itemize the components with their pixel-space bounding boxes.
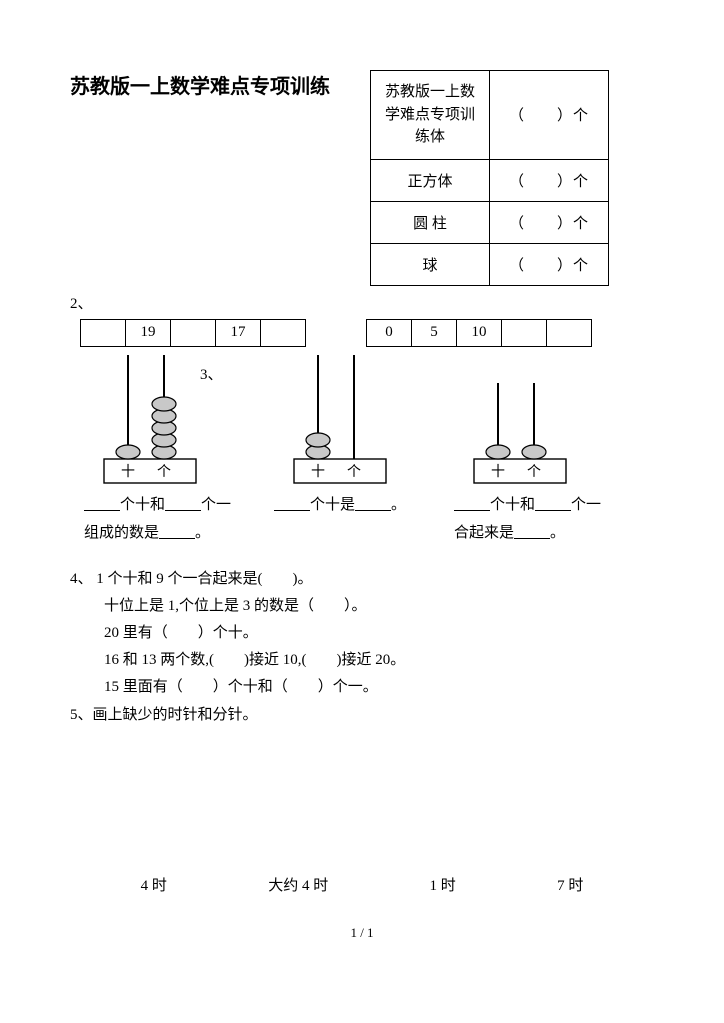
cell-count: （ ）个 bbox=[490, 243, 609, 285]
text: 合起来是 bbox=[454, 525, 514, 541]
cell-count: （ ）个 bbox=[490, 201, 609, 243]
cell-label: 苏教版一上数学难点专项训练体 bbox=[371, 71, 490, 160]
sequence-a: 19 17 bbox=[80, 319, 306, 347]
abacus-svg-c: 十个 bbox=[450, 375, 590, 487]
abacus-c: 十个 bbox=[450, 347, 620, 487]
fill-c: 个十和 个一 合起来是 。 bbox=[454, 491, 644, 548]
q4-l5: 15 里面有（ ）个十和（ ）个一。 bbox=[104, 674, 654, 701]
svg-text:个: 个 bbox=[347, 464, 361, 480]
blank bbox=[355, 495, 391, 511]
blank bbox=[535, 495, 571, 511]
seq-cell bbox=[81, 319, 126, 346]
fill-a: 个十和 个一 组成的数是 。 bbox=[84, 491, 274, 548]
q5: 5、画上缺少的时针和分针。 bbox=[70, 703, 654, 724]
q4: 4、 1 个十和 9 个一合起来是( )。 十位上是 1,个位上是 3 的数是（… bbox=[70, 566, 654, 701]
sequence-row: 19 17 0 5 10 bbox=[80, 319, 654, 347]
clock-label: 4 时 bbox=[141, 874, 167, 895]
blank bbox=[165, 495, 201, 511]
text: 个一 bbox=[201, 497, 231, 513]
text: 组成的数是 bbox=[84, 525, 159, 541]
seq-cell bbox=[547, 319, 592, 346]
clock-labels-row: 4 时 大约 4 时 1 时 7 时 bbox=[70, 874, 654, 895]
abacus-svg-b: 十个 bbox=[270, 347, 410, 487]
seq-cell: 5 bbox=[412, 319, 457, 346]
q4-l4: 16 和 13 两个数,( )接近 10,( )接近 20。 bbox=[104, 647, 654, 674]
table-row: 圆 柱 （ ）个 bbox=[371, 201, 609, 243]
table-row: 球 （ ）个 bbox=[371, 243, 609, 285]
clock-label: 大约 4 时 bbox=[268, 874, 328, 895]
blank bbox=[454, 495, 490, 511]
abacus-svg-a: 十个 bbox=[80, 347, 220, 487]
blank bbox=[84, 495, 120, 511]
seq-cell: 17 bbox=[216, 319, 261, 346]
cell-count: （ ）个 bbox=[490, 159, 609, 201]
blank bbox=[159, 523, 195, 539]
text: 个十是 bbox=[310, 497, 355, 513]
text: 个十和 bbox=[490, 497, 535, 513]
cell-label: 正方体 bbox=[371, 159, 490, 201]
svg-text:十: 十 bbox=[311, 464, 325, 480]
text: 。 bbox=[195, 525, 210, 541]
text: 。 bbox=[391, 497, 406, 513]
cell-label: 球 bbox=[371, 243, 490, 285]
clock-label: 1 时 bbox=[430, 874, 456, 895]
q3-label: 3、 bbox=[200, 363, 223, 384]
seq-cell bbox=[171, 319, 216, 346]
page-footer: 1 / 1 bbox=[70, 925, 654, 941]
q2-label: 2、 bbox=[70, 292, 654, 313]
table-row: 苏教版一上数学难点专项训练体 （ ）个 bbox=[371, 71, 609, 160]
abacus-row: 3、 十个 十个 十个 bbox=[80, 347, 654, 487]
fill-row: 个十和个一 组成的数是。 个十是。 个十和个一 合起来是。 bbox=[84, 491, 654, 548]
cell-count: （ ）个 bbox=[490, 71, 609, 160]
q4-l2: 十位上是 1,个位上是 3 的数是（ ）。 bbox=[104, 593, 654, 620]
page: 苏教版一上数学难点专项训练 苏教版一上数学难点专项训练体 （ ）个 正方体 （ … bbox=[0, 0, 724, 981]
cell-label: 圆 柱 bbox=[371, 201, 490, 243]
abacus-a: 3、 十个 bbox=[80, 347, 270, 487]
table-row: 正方体 （ ）个 bbox=[371, 159, 609, 201]
seq-cell: 0 bbox=[367, 319, 412, 346]
svg-text:十: 十 bbox=[121, 464, 135, 480]
svg-text:个: 个 bbox=[157, 464, 171, 480]
text: 个十和 bbox=[120, 497, 165, 513]
text: 。 bbox=[550, 525, 565, 541]
seq-cell: 10 bbox=[457, 319, 502, 346]
blank bbox=[274, 495, 310, 511]
svg-text:十: 十 bbox=[491, 464, 505, 480]
abacus-b: 十个 bbox=[270, 347, 450, 487]
seq-cell bbox=[502, 319, 547, 346]
clock-label: 7 时 bbox=[557, 874, 583, 895]
page-title: 苏教版一上数学难点专项训练 bbox=[70, 70, 330, 99]
shape-table: 苏教版一上数学难点专项训练体 （ ）个 正方体 （ ）个 圆 柱 （ ）个 球 … bbox=[370, 70, 609, 286]
svg-text:个: 个 bbox=[527, 464, 541, 480]
q4-head: 4、 1 个十和 9 个一合起来是( )。 bbox=[70, 566, 654, 593]
seq-cell bbox=[261, 319, 306, 346]
blank bbox=[514, 523, 550, 539]
fill-b: 个十是 。 bbox=[274, 491, 454, 548]
seq-cell: 19 bbox=[126, 319, 171, 346]
q4-l3: 20 里有（ ）个十。 bbox=[104, 620, 654, 647]
sequence-b: 0 5 10 bbox=[366, 319, 592, 347]
top-row: 苏教版一上数学难点专项训练 苏教版一上数学难点专项训练体 （ ）个 正方体 （ … bbox=[70, 70, 654, 286]
text: 个一 bbox=[571, 497, 601, 513]
